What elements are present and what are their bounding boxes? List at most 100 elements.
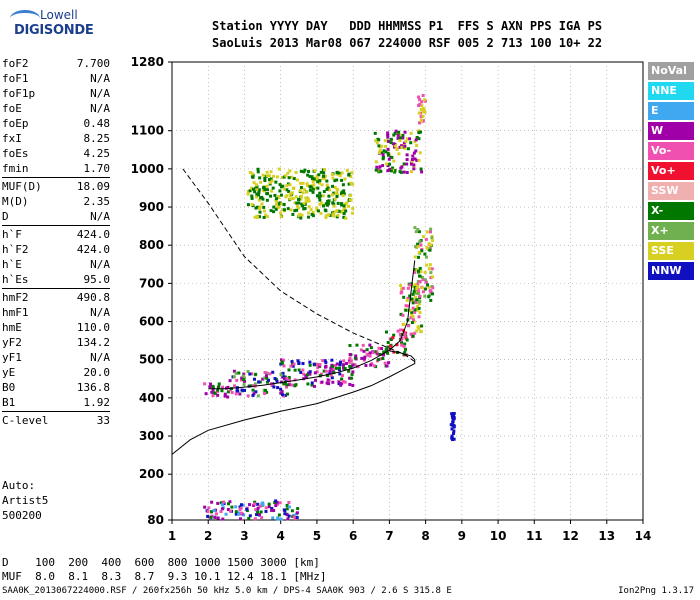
- file-info-footer: SAA0K_2013067224000.RSF / 260fx256h 50 k…: [2, 586, 452, 596]
- echo-point: [280, 175, 284, 179]
- echo-point: [381, 356, 385, 360]
- echo-point: [307, 211, 311, 215]
- echo-point: [242, 372, 246, 376]
- echo-point: [290, 360, 294, 364]
- echo-point: [297, 368, 301, 372]
- y-tick-label: 1100: [131, 124, 164, 138]
- echo-point: [319, 211, 323, 215]
- echo-point: [287, 378, 291, 382]
- echo-point: [275, 201, 279, 205]
- echo-point: [420, 170, 424, 174]
- echo-point: [363, 355, 367, 359]
- param-separator: [2, 225, 110, 226]
- echo-point: [302, 187, 306, 191]
- echo-point: [279, 517, 283, 521]
- echo-point: [423, 98, 427, 102]
- echo-point: [428, 293, 432, 297]
- echo-point: [311, 190, 315, 194]
- param-row: foE N/A: [2, 101, 110, 116]
- echo-point: [293, 368, 297, 372]
- echo-point: [310, 177, 314, 181]
- echo-point: [232, 384, 236, 388]
- echo-point: [402, 344, 406, 348]
- echo-point: [272, 174, 276, 178]
- echo-point: [238, 517, 242, 521]
- y-tick-label: 1280: [131, 55, 164, 69]
- echo-point: [335, 170, 339, 174]
- echo-point: [419, 107, 423, 111]
- echo-point: [226, 395, 230, 399]
- echo-point: [311, 187, 315, 191]
- echo-point: [405, 153, 409, 157]
- echo-point: [290, 509, 294, 513]
- echo-point: [410, 313, 414, 317]
- echo-point: [270, 506, 274, 510]
- echo-point: [282, 364, 286, 368]
- echo-point: [338, 366, 342, 370]
- echo-point: [284, 195, 288, 199]
- echo-point: [316, 186, 320, 190]
- echo-point: [386, 169, 390, 173]
- echo-point: [413, 226, 417, 230]
- echo-point: [262, 209, 266, 213]
- echo-point: [418, 151, 422, 155]
- echo-point: [387, 157, 391, 161]
- param-row: fmin 1.70: [2, 161, 110, 176]
- echo-point: [348, 353, 352, 357]
- echo-point: [246, 189, 250, 193]
- echo-point: [413, 270, 417, 274]
- echo-point: [252, 377, 256, 381]
- echo-point: [210, 390, 214, 394]
- echo-point: [263, 370, 267, 374]
- echo-point: [353, 356, 357, 360]
- echo-point: [259, 180, 263, 184]
- echo-point: [389, 137, 393, 141]
- echo-point: [258, 176, 262, 180]
- echo-point: [420, 249, 424, 253]
- echo-point: [416, 288, 420, 292]
- param-key: B0: [2, 381, 16, 394]
- y-tick-label: 200: [139, 467, 164, 481]
- echo-point: [340, 381, 344, 385]
- echo-point: [403, 144, 407, 148]
- echo-point: [351, 363, 355, 367]
- echo-point: [256, 502, 260, 506]
- echo-point: [278, 501, 282, 505]
- echo-point: [286, 182, 290, 186]
- echo-point: [250, 194, 254, 198]
- echo-point: [290, 383, 294, 387]
- echo-point: [429, 290, 433, 294]
- echo-point: [279, 373, 283, 377]
- echo-point: [242, 513, 246, 517]
- legend-entry: W: [648, 122, 694, 140]
- echo-point: [263, 391, 267, 395]
- echo-point: [282, 203, 286, 207]
- echo-point: [384, 144, 388, 148]
- echo-point: [413, 308, 417, 312]
- echo-point: [325, 187, 329, 191]
- param-key: foE: [2, 102, 22, 115]
- echo-point: [402, 162, 406, 166]
- echo-point: [378, 352, 382, 356]
- echo-point: [330, 358, 334, 362]
- echo-point: [305, 182, 309, 186]
- echo-point: [297, 214, 301, 218]
- echo-point: [420, 324, 424, 328]
- echo-point: [451, 417, 455, 421]
- echo-point: [359, 348, 363, 352]
- echo-point: [421, 290, 425, 294]
- param-key: h`E: [2, 258, 22, 271]
- digisonde-logo: Lowell DIGISONDE: [4, 6, 114, 44]
- param-separator: [2, 288, 110, 289]
- echo-point: [424, 280, 428, 284]
- echo-point: [416, 282, 420, 286]
- echo-point: [430, 292, 434, 296]
- echo-point: [251, 393, 255, 397]
- echo-point: [421, 114, 425, 118]
- echo-point: [375, 350, 379, 354]
- echo-point: [419, 130, 423, 134]
- echo-point: [383, 361, 387, 365]
- echo-point: [217, 382, 221, 386]
- echo-point: [274, 499, 278, 503]
- echo-point: [415, 268, 419, 272]
